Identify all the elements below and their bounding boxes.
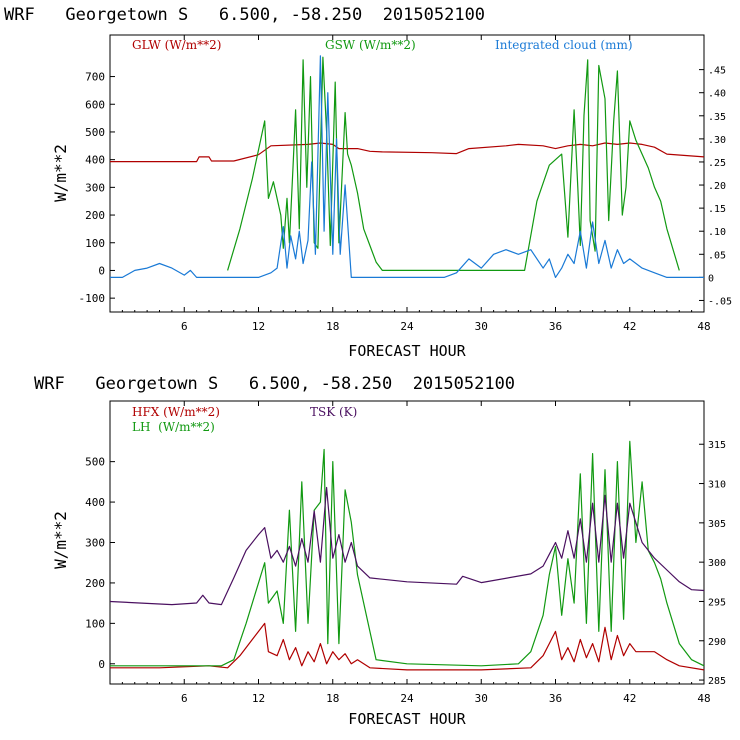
x-tick-label: 6 [181,692,188,705]
y2-tick-label: .45 [708,66,726,77]
chart-2-legend-hfx: HFX (W/m**2) [132,405,220,419]
chart-1-legend-gsw: GSW (W/m**2) [325,38,416,52]
y2-tick-label: 310 [708,480,726,491]
x-tick-label: 30 [475,320,488,333]
x-tick-label: 24 [400,692,414,705]
series-line-3 [110,55,704,278]
y-tick-label: 0 [98,658,105,671]
x-tick-label: 42 [623,320,636,333]
y-tick-label: 400 [85,154,105,167]
y2-tick-label: 290 [708,637,726,648]
y2-tick-label: -.05 [708,296,732,307]
y2-tick-label: 295 [708,597,726,608]
y-tick-label: 300 [85,537,105,550]
x-tick-label: 12 [252,692,265,705]
y-tick-label: 0 [98,264,105,277]
chart-2-legend-lh: LH (W/m**2) [132,420,215,434]
chart-2-y-axis-label: W/m**2 [51,511,70,569]
chart-2-x-tick-labels: 6 12 18 24 30 36 42 48 [121,401,711,705]
chart-2-header: WRF Georgetown S 6.500, -58.250 20150521… [34,374,515,394]
chart-2-y2-tick-labels: 285 290 295 300 305 310 315 [699,440,726,687]
series-line-3 [109,486,705,606]
y2-tick-label: .30 [708,135,726,146]
chart-1-y-axis-label: W/m**2 [51,144,70,202]
y2-tick-label: 305 [708,519,726,530]
y-tick-label: 600 [85,98,105,111]
y-tick-label: 100 [85,617,105,630]
y2-tick-label: .10 [708,227,726,238]
x-tick-label: 24 [400,320,414,333]
x-tick-label: 18 [326,320,339,333]
series-line-2 [110,440,705,667]
y2-tick-label: .40 [708,89,726,100]
y2-tick-label: 285 [708,676,726,687]
x-tick-label: 30 [475,692,488,705]
y-tick-label: 300 [85,181,105,194]
y-tick-label: 500 [85,126,105,139]
chart-1: WRF Georgetown S 6.500, -58.250 20150521… [4,5,732,360]
y-tick-label: 700 [85,71,105,84]
chart-2-legend-tsk: TSK (K) [310,405,357,419]
x-tick-label: 48 [697,320,710,333]
chart-1-y-tick-labels: -100 0 100 200 300 400 500 600 700 [79,71,115,305]
y2-tick-label: 300 [708,558,726,569]
y2-tick-label: .20 [708,181,726,192]
x-tick-label: 36 [549,320,562,333]
y2-tick-label: .15 [708,204,726,215]
y-tick-label: 500 [85,456,105,469]
series-line-1 [110,142,705,163]
chart-1-header: WRF Georgetown S 6.500, -58.250 20150521… [4,5,485,25]
y2-tick-label: .35 [708,112,726,123]
chart-1-x-axis-label: FORECAST HOUR [348,342,466,360]
chart-1-legend-glw: GLW (W/m**2) [132,38,221,52]
x-tick-label: 6 [181,320,188,333]
chart-2: WRF Georgetown S 6.500, -58.250 20150521… [34,374,726,728]
y-tick-label: -100 [79,292,106,305]
x-tick-label: 36 [549,692,562,705]
x-tick-label: 48 [697,692,710,705]
y2-tick-label: 0 [708,273,714,284]
chart-2-x-axis-label: FORECAST HOUR [348,710,466,728]
y-tick-label: 400 [85,496,105,509]
x-tick-label: 42 [623,692,636,705]
chart-1-x-tick-labels: 6 12 18 24 30 36 42 48 [121,35,711,333]
y-tick-label: 200 [85,209,105,222]
chart-1-y2-tick-labels: -.05 0 .05 .10 .15 .20 .25 .30 .35 .40 .45 [699,66,732,307]
x-tick-label: 18 [326,692,339,705]
y2-tick-label: 315 [708,440,726,451]
chart-1-series [110,55,705,278]
chart-2-y-tick-labels: 0 100 200 300 400 500 [85,456,115,671]
x-tick-label: 12 [252,320,265,333]
series-line-2 [227,56,680,271]
y2-tick-label: .25 [708,158,726,169]
y-tick-label: 200 [85,577,105,590]
y2-tick-label: .05 [708,250,726,261]
series-line-1 [110,622,705,671]
chart-1-legend-cloud: Integrated cloud (mm) [495,38,633,52]
chart-2-series [109,440,705,671]
y-tick-label: 100 [85,237,105,250]
